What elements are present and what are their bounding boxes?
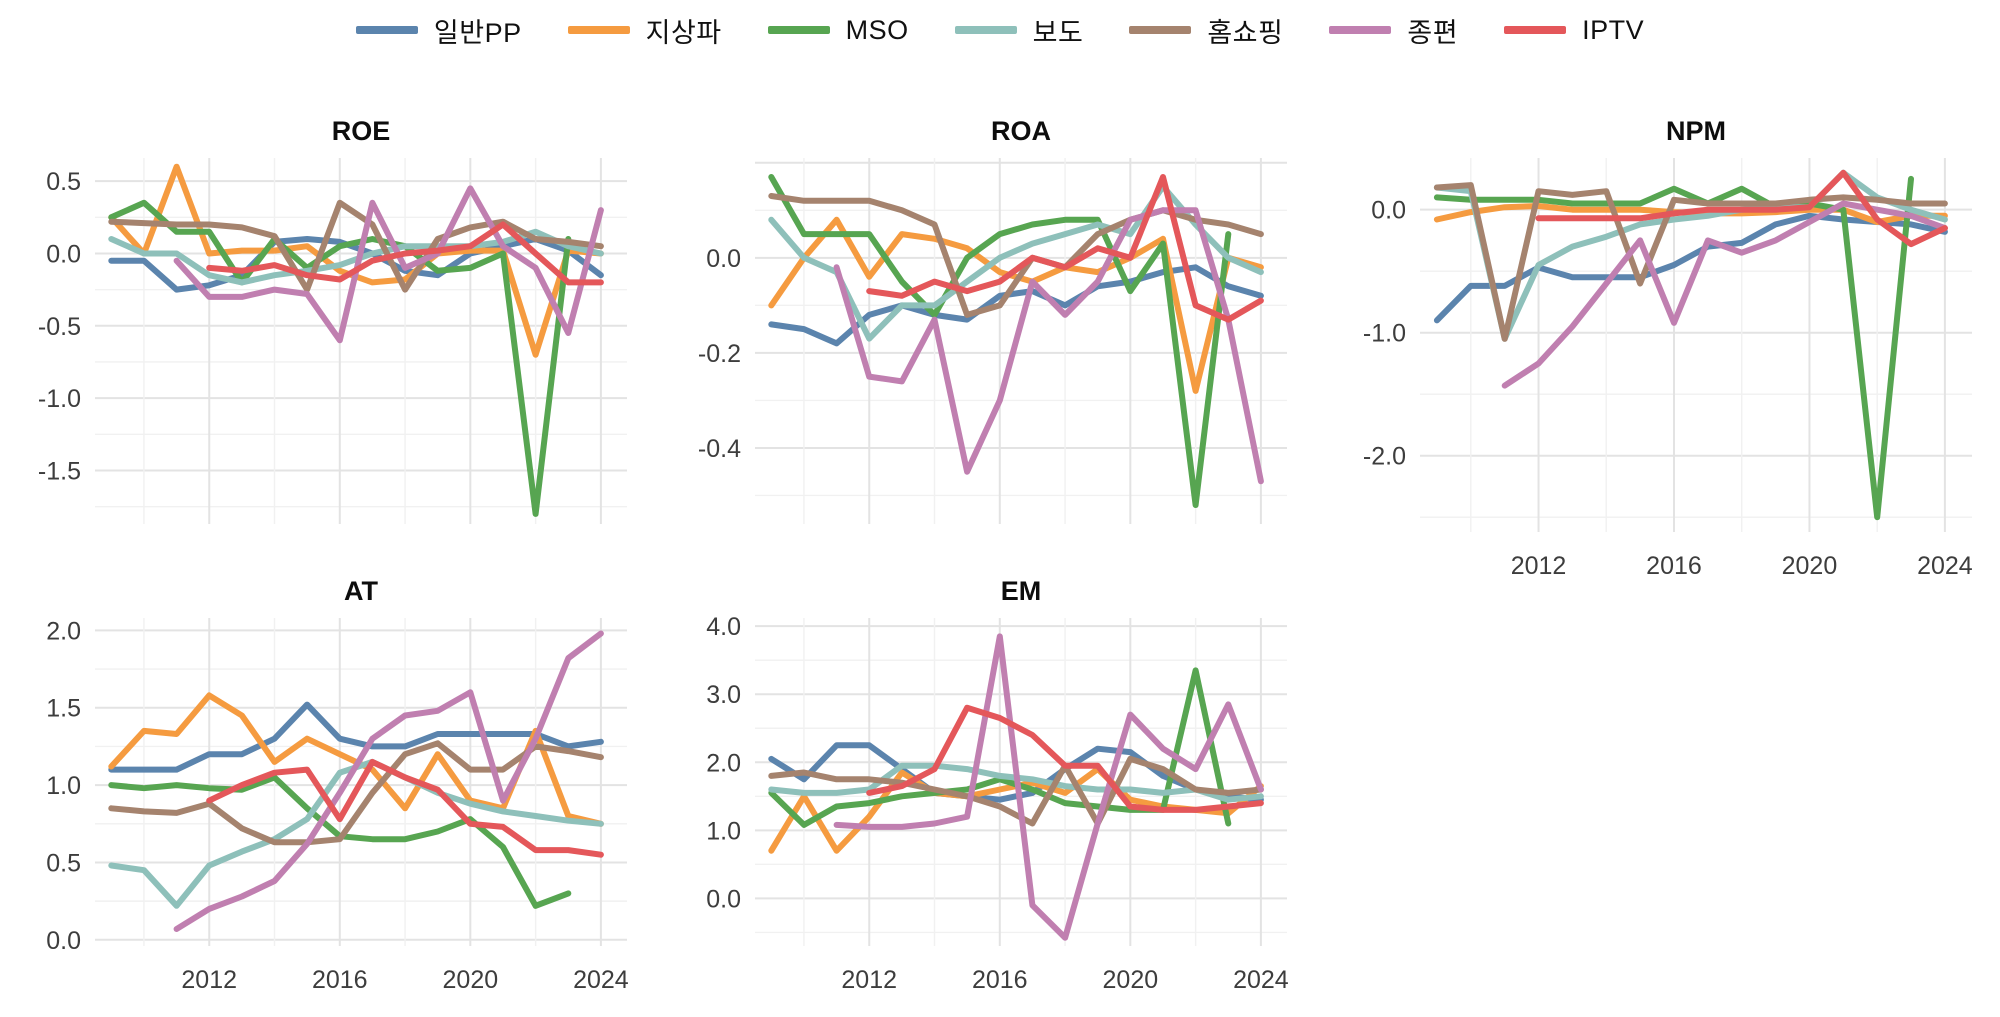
y-tick-label: 1.5 bbox=[46, 695, 81, 723]
at-chart-svg: 2.0 1.5 1.0 0.5 0.0 2012 2016 2020 2024 bbox=[46, 617, 629, 994]
y-tick-label: -0.2 bbox=[698, 340, 741, 368]
npm-chart-svg: 0.0 -1.0 -2.0 2012 2016 2020 2024 bbox=[1363, 158, 1973, 580]
y-tick-label: 0.5 bbox=[46, 168, 81, 196]
legend-label: 보도 bbox=[1032, 17, 1084, 48]
panel-roe: ROE 0.5 0.0 -0.5 -1.0 -1.5 bbox=[15, 112, 645, 532]
legend-item-6: 종편 bbox=[1329, 11, 1458, 50]
y-tick-label: -1.0 bbox=[38, 385, 81, 413]
panel-em: EM 4.0 3.0 2.0 1.0 0.0 2012 2016 2020 2024 bbox=[675, 572, 1305, 1010]
panel-at: AT 2.0 1.5 1.0 0.5 0.0 2012 2016 2020 2024 bbox=[15, 572, 645, 1010]
legend-label: 종편 bbox=[1407, 17, 1459, 48]
legend-swatch-icon bbox=[567, 26, 630, 34]
series-line-종편 bbox=[833, 633, 1264, 941]
x-tick-label: 2020 bbox=[1103, 966, 1159, 994]
y-tick-label: 0.5 bbox=[46, 849, 81, 877]
x-tick-label: 2012 bbox=[181, 966, 237, 994]
y-tick-label: 0.0 bbox=[1371, 197, 1406, 225]
series-line-보도 bbox=[768, 183, 1264, 342]
legend-item-4: 보도 bbox=[954, 11, 1084, 50]
roa-chart-svg: 0.0 -0.2 -0.4 bbox=[698, 158, 1287, 524]
y-tick-label: 0.0 bbox=[706, 885, 741, 913]
y-tick-label: -1.0 bbox=[1363, 320, 1406, 348]
series-line-IPTV bbox=[206, 221, 604, 286]
legend-label: 지상파 bbox=[645, 17, 722, 48]
y-tick-label: 0.0 bbox=[46, 927, 81, 955]
chart-legend: 일반PP 지상파 MSO 보도 홈쇼핑 종편 IPTV bbox=[0, 6, 2000, 54]
y-tick-label: -1.5 bbox=[38, 457, 81, 485]
at-title: AT bbox=[344, 576, 378, 606]
y-tick-label: 2.0 bbox=[46, 617, 81, 645]
roa-title: ROA bbox=[991, 116, 1051, 146]
legend-item-5: 홈쇼핑 bbox=[1129, 11, 1283, 50]
y-tick-label: -0.5 bbox=[38, 313, 81, 341]
legend-swatch-icon bbox=[767, 26, 830, 34]
x-tick-label: 2016 bbox=[312, 966, 368, 994]
panel-npm: NPM 0.0 -1.0 -2.0 2012 2016 2020 2024 bbox=[1338, 112, 1990, 598]
em-title: EM bbox=[1000, 576, 1042, 606]
series-line-홈쇼핑 bbox=[768, 755, 1264, 827]
series-line-IPTV bbox=[866, 174, 1264, 323]
legend-swatch-icon bbox=[1129, 26, 1192, 34]
y-tick-label: 0.0 bbox=[46, 240, 81, 268]
series-line-일반PP bbox=[108, 701, 604, 773]
x-tick-label: 2012 bbox=[841, 966, 897, 994]
series-line-홈쇼핑 bbox=[108, 740, 604, 846]
legend-label: MSO bbox=[845, 14, 909, 45]
panel-roa: ROA 0.0 -0.2 -0.4 bbox=[675, 112, 1305, 532]
y-tick-label: 4.0 bbox=[706, 613, 741, 641]
y-tick-label: 3.0 bbox=[706, 681, 741, 709]
series-line-MSO bbox=[768, 174, 1232, 508]
series-line-MSO bbox=[108, 199, 572, 517]
x-tick-label: 2020 bbox=[1782, 552, 1838, 580]
y-tick-label: 2.0 bbox=[706, 749, 741, 777]
series-line-IPTV bbox=[866, 704, 1264, 813]
em-chart-svg: 4.0 3.0 2.0 1.0 0.0 2012 2016 2020 2024 bbox=[706, 613, 1289, 994]
legend-label: 일반PP bbox=[433, 17, 522, 48]
legend-swatch-icon bbox=[954, 26, 1017, 34]
x-tick-label: 2016 bbox=[1646, 552, 1702, 580]
legend-item-3: MSO bbox=[767, 14, 909, 46]
legend-label: IPTV bbox=[1582, 14, 1645, 45]
x-tick-label: 2024 bbox=[1917, 552, 1973, 580]
series-line-종편 bbox=[173, 630, 604, 932]
series-line-종편 bbox=[833, 207, 1264, 485]
series-line-홈쇼핑 bbox=[768, 193, 1264, 318]
roe-title: ROE bbox=[331, 116, 391, 146]
y-tick-label: -2.0 bbox=[1363, 443, 1406, 471]
series-line-IPTV bbox=[1535, 169, 1948, 248]
npm-title: NPM bbox=[1666, 116, 1726, 146]
legend-item-1: 일반PP bbox=[355, 11, 522, 50]
series-line-홈쇼핑 bbox=[108, 199, 604, 293]
y-tick-label: 0.0 bbox=[706, 245, 741, 273]
roe-chart-svg: 0.5 0.0 -0.5 -1.0 -1.5 bbox=[38, 158, 627, 524]
x-tick-label: 2012 bbox=[1511, 552, 1567, 580]
legend-swatch-icon bbox=[1504, 26, 1567, 34]
y-tick-label: 1.0 bbox=[46, 772, 81, 800]
legend-item-2: 지상파 bbox=[567, 11, 722, 50]
y-tick-label: 1.0 bbox=[706, 817, 741, 845]
legend-item-7: IPTV bbox=[1504, 15, 1644, 46]
legend-swatch-icon bbox=[1329, 26, 1392, 34]
y-tick-label: -0.4 bbox=[698, 435, 741, 463]
x-tick-label: 2020 bbox=[443, 966, 499, 994]
series-line-보도 bbox=[1433, 169, 1948, 342]
legend-label: 홈쇼핑 bbox=[1207, 17, 1284, 48]
series-line-IPTV bbox=[206, 758, 604, 858]
legend-swatch-icon bbox=[355, 26, 418, 34]
series-line-종편 bbox=[173, 185, 604, 344]
series-line-종편 bbox=[1501, 200, 1948, 389]
x-tick-label: 2016 bbox=[972, 966, 1028, 994]
x-tick-label: 2024 bbox=[573, 966, 629, 994]
x-tick-label: 2024 bbox=[1233, 966, 1289, 994]
